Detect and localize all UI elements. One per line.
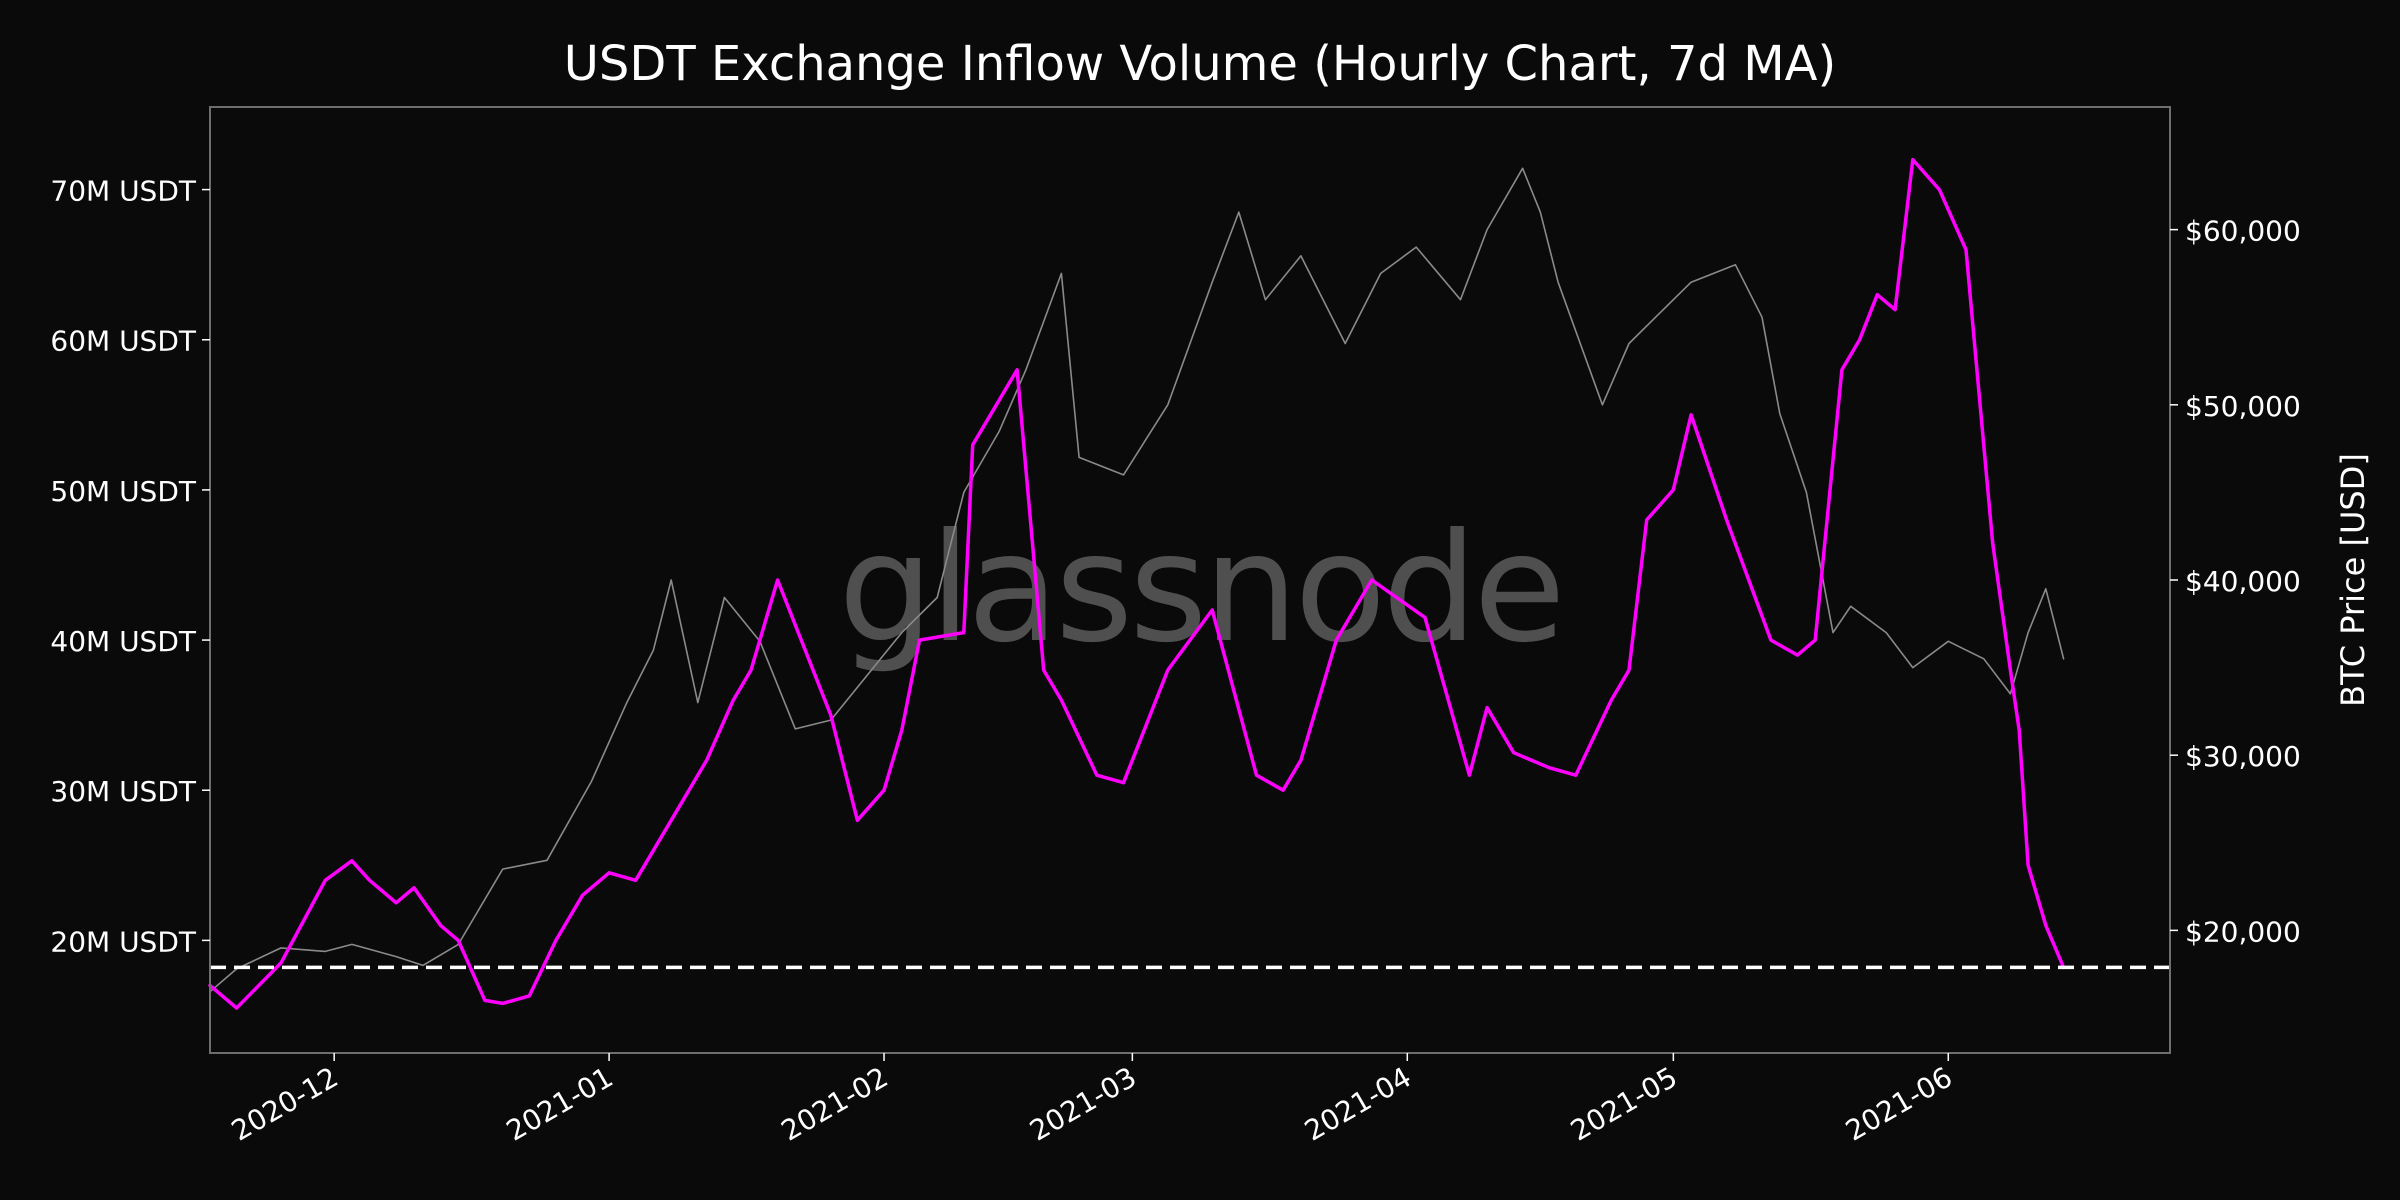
left-tick-label: 20M USDT: [50, 925, 197, 958]
series-layer: [208, 157, 2066, 1010]
left-tick-label: 30M USDT: [50, 775, 197, 808]
btc-price-series-line: [209, 167, 2065, 993]
right-axis-label: BTC Price [USD]: [2334, 453, 2372, 707]
left-tick-label: 50M USDT: [50, 475, 197, 508]
left-axis: 20M USDT 30M USDT 40M USDT 50M USDT 60M USDT…: [50, 175, 210, 958]
right-axis: $20,000 $30,000 $40,000 $50,000 $60,000: [2170, 215, 2301, 948]
right-tick-label: $50,000: [2185, 390, 2301, 423]
left-tick-label: 70M USDT: [50, 175, 197, 208]
right-tick-label: $60,000: [2185, 215, 2301, 248]
left-tick-label: 60M USDT: [50, 325, 197, 358]
usdt-inflow-series-line: [208, 157, 2066, 1010]
chart-title: USDT Exchange Inflow Volume (Hourly Char…: [564, 36, 1836, 92]
watermark: glassnode: [838, 502, 1561, 676]
left-tick-label: 40M USDT: [50, 625, 197, 658]
right-tick-label: $30,000: [2185, 740, 2301, 773]
right-tick-label: $20,000: [2185, 915, 2301, 948]
right-tick-label: $40,000: [2185, 565, 2301, 598]
